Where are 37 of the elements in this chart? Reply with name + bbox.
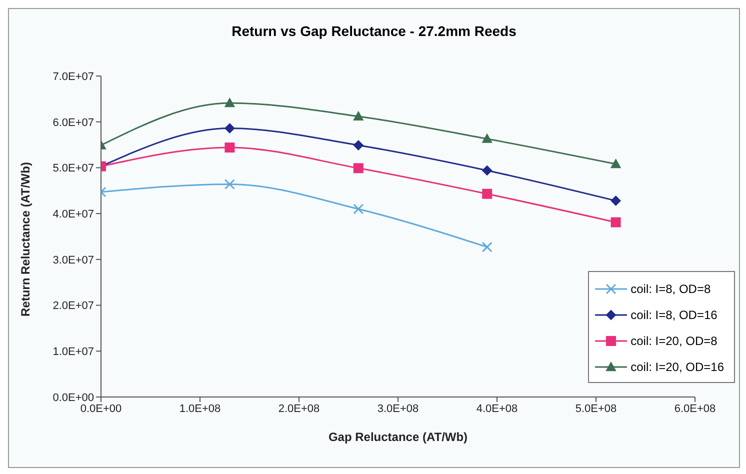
x-tick-label: 5.0E+08 bbox=[575, 402, 617, 415]
point bbox=[610, 217, 621, 228]
y-tick-label: 6.0E+07 bbox=[52, 116, 94, 129]
x-tick-label: 2.0E+08 bbox=[278, 402, 320, 415]
point bbox=[482, 134, 492, 143]
legend-label: coil: I=20, OD=8 bbox=[630, 334, 718, 348]
y-tick-label: 7.0E+07 bbox=[52, 70, 94, 83]
x-tick-label: 6.0E+08 bbox=[674, 402, 716, 415]
point bbox=[353, 204, 364, 214]
point bbox=[610, 196, 621, 206]
x-tick-label: 0.0E+00 bbox=[80, 402, 122, 415]
x-axis-title: Gap Reluctance (AT/Wb) bbox=[328, 430, 468, 444]
point bbox=[224, 178, 235, 190]
point bbox=[482, 188, 492, 199]
x-tick-label: 4.0E+08 bbox=[476, 402, 518, 415]
point bbox=[224, 98, 235, 108]
chart-title: Return vs Gap Reluctance - 27.2mm Reeds bbox=[230, 23, 518, 39]
legend-label: coil: I=8, OD=16 bbox=[630, 308, 718, 322]
legend-label: coil: I=8, OD=8 bbox=[630, 282, 711, 296]
y-tick-label: 4.0E+07 bbox=[52, 208, 94, 220]
y-tick-label: 1.0E+07 bbox=[52, 346, 94, 358]
x-tick-label: 1.0E+08 bbox=[179, 402, 221, 415]
point bbox=[353, 163, 364, 174]
y-tick-label: 5.0E+07 bbox=[52, 162, 94, 175]
x-tick-label: 3.0E+08 bbox=[377, 402, 419, 415]
point bbox=[353, 111, 364, 120]
point bbox=[482, 242, 492, 252]
point bbox=[224, 123, 235, 134]
legend-label: coil: I=20, OD=16 bbox=[630, 360, 724, 374]
y-tick-label: 0.0E+00 bbox=[52, 392, 94, 404]
y-tick-label: 2.0E+07 bbox=[52, 300, 94, 312]
point bbox=[353, 140, 364, 150]
point bbox=[224, 142, 235, 153]
point bbox=[482, 165, 492, 176]
y-tick-label: 3.0E+07 bbox=[52, 254, 94, 266]
point bbox=[610, 159, 621, 168]
y-axis-title: Return Reluctance (AT/Wb) bbox=[18, 162, 32, 316]
